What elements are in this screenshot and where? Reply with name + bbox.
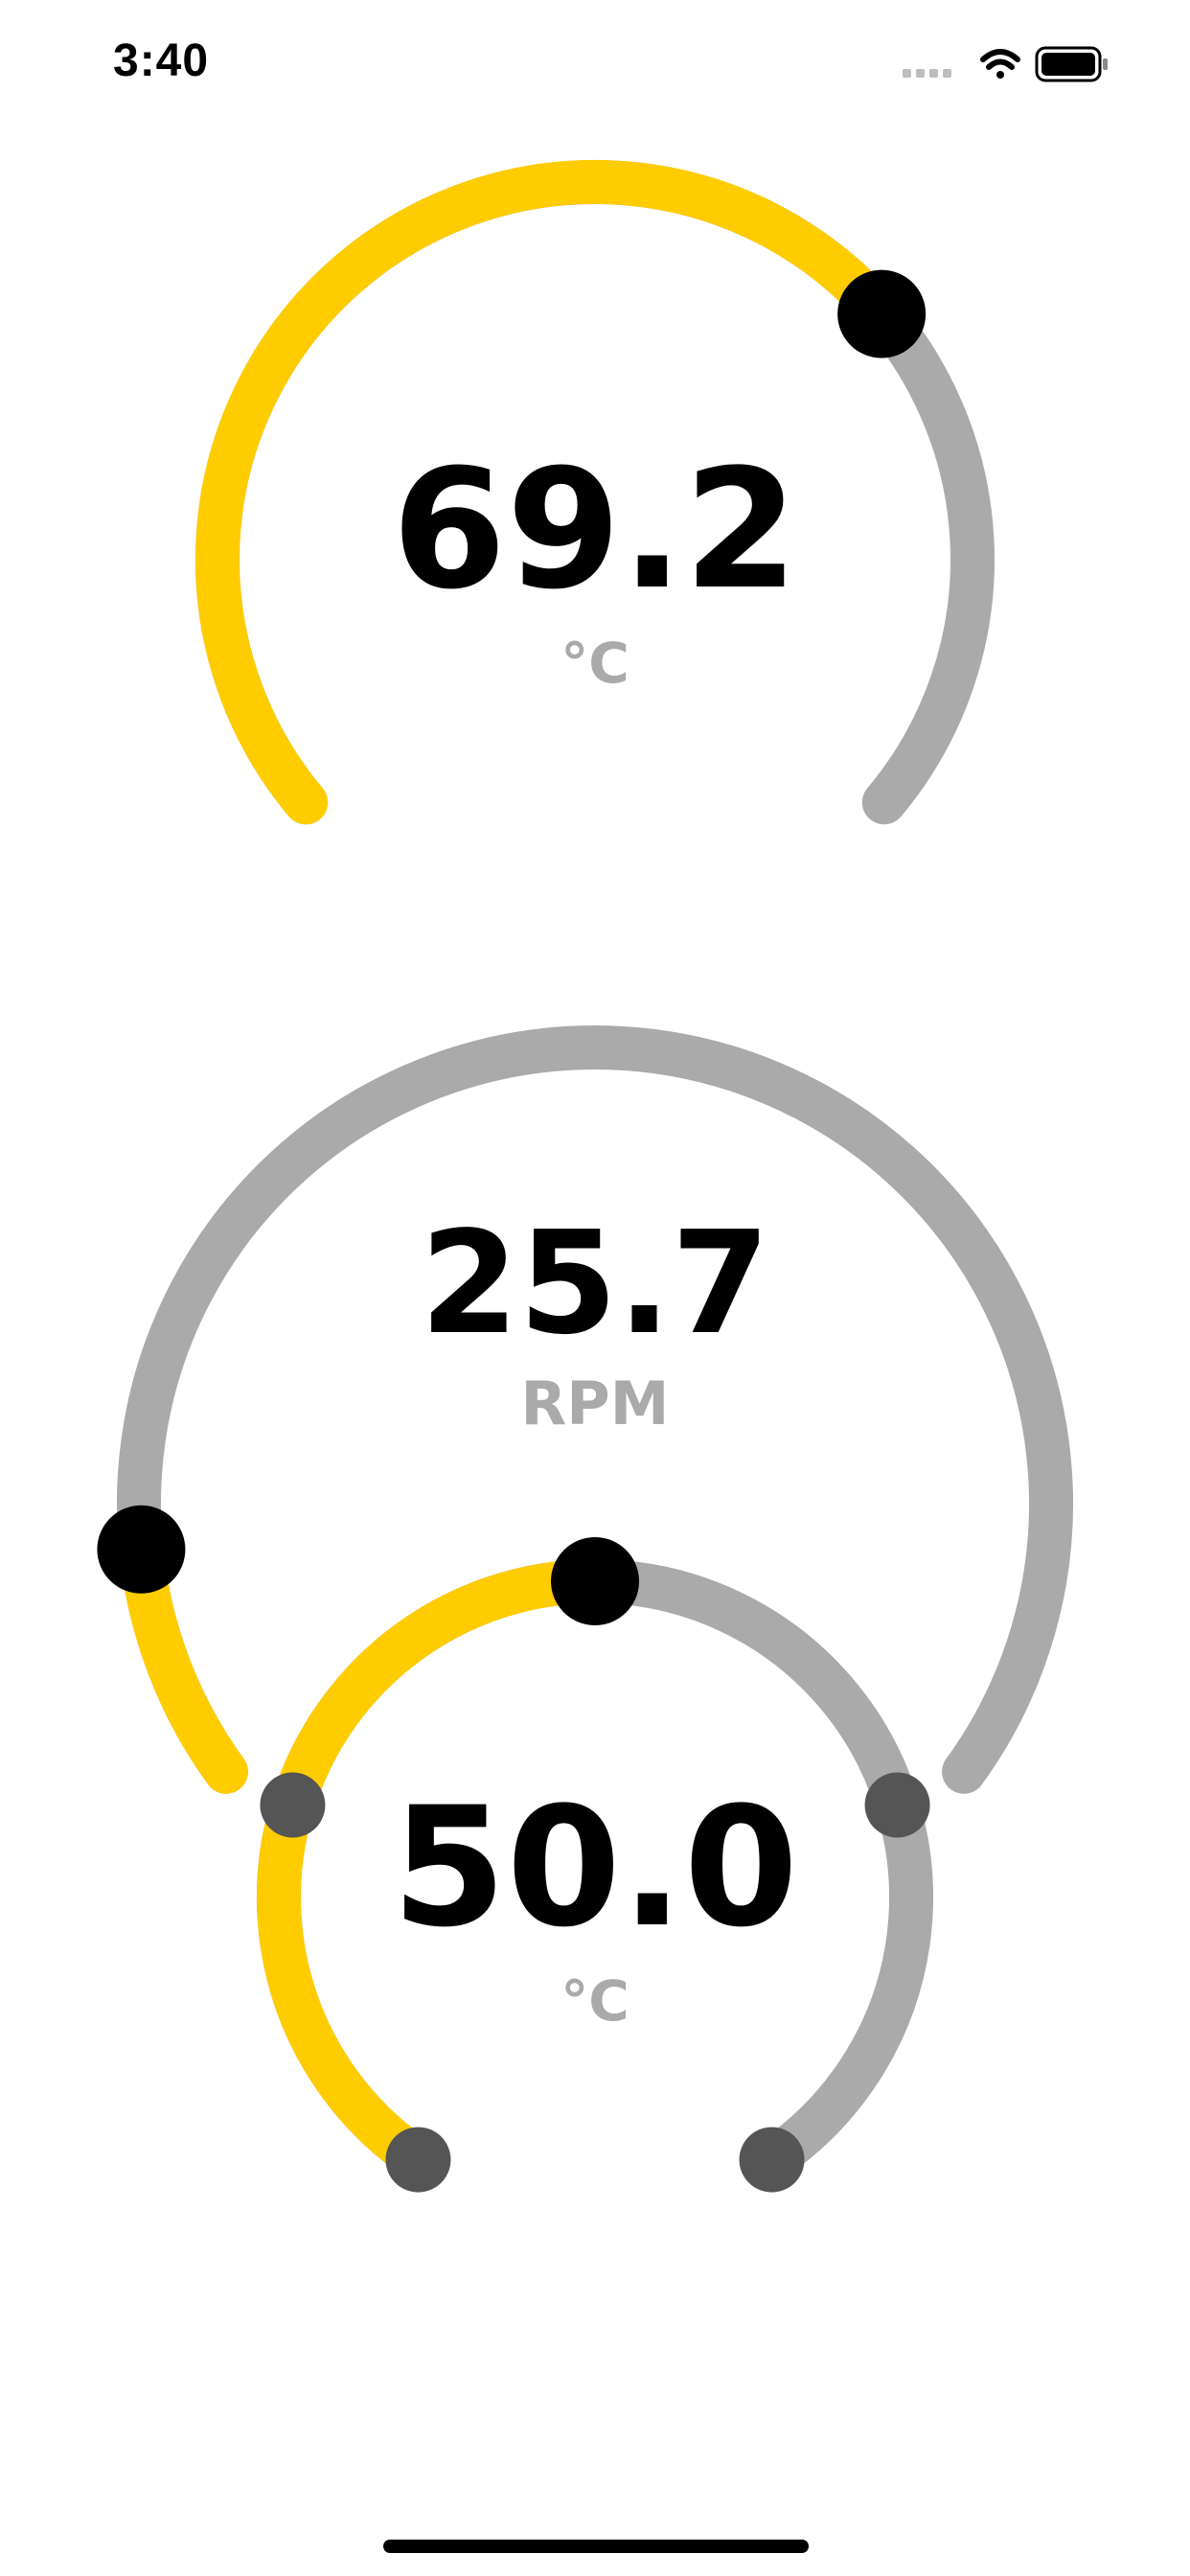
setpoint-gauge-marker[interactable] <box>864 1772 930 1838</box>
home-indicator[interactable] <box>383 2540 809 2553</box>
setpoint-gauge-knob[interactable] <box>551 1537 639 1625</box>
setpoint-gauge: 50.0 °C <box>257 1537 933 2193</box>
rpm-gauge-track <box>117 1025 1073 1794</box>
rpm-gauge-knob[interactable] <box>97 1505 186 1594</box>
rpm-gauge: 25.7 RPM <box>97 1025 1073 1794</box>
setpoint-gauge-unit: °C <box>561 1968 629 2034</box>
setpoint-gauge-value: 50.0 <box>392 1771 798 1964</box>
wifi-icon <box>980 49 1020 79</box>
temperature-gauge-value: 69.2 <box>392 433 798 626</box>
temperature-gauge-knob[interactable] <box>837 269 927 358</box>
setpoint-gauge-marker[interactable] <box>260 1772 326 1838</box>
rpm-gauge-unit: RPM <box>521 1368 670 1438</box>
temperature-gauge: 69.2 °C <box>195 159 995 825</box>
setpoint-gauge-marker[interactable] <box>385 2127 451 2193</box>
status-bar: 3:40 <box>0 0 1190 130</box>
battery-icon <box>1035 46 1108 82</box>
rpm-gauge-value: 25.7 <box>420 1201 769 1366</box>
status-time: 3:40 <box>113 35 210 86</box>
signal-dots-icon <box>903 69 951 78</box>
temperature-gauge-fill <box>195 159 904 825</box>
status-icons <box>903 46 1108 82</box>
temperature-gauge-unit: °C <box>561 631 629 696</box>
setpoint-gauge-marker[interactable] <box>739 2127 805 2193</box>
setpoint-gauge-markers <box>260 1772 930 2193</box>
